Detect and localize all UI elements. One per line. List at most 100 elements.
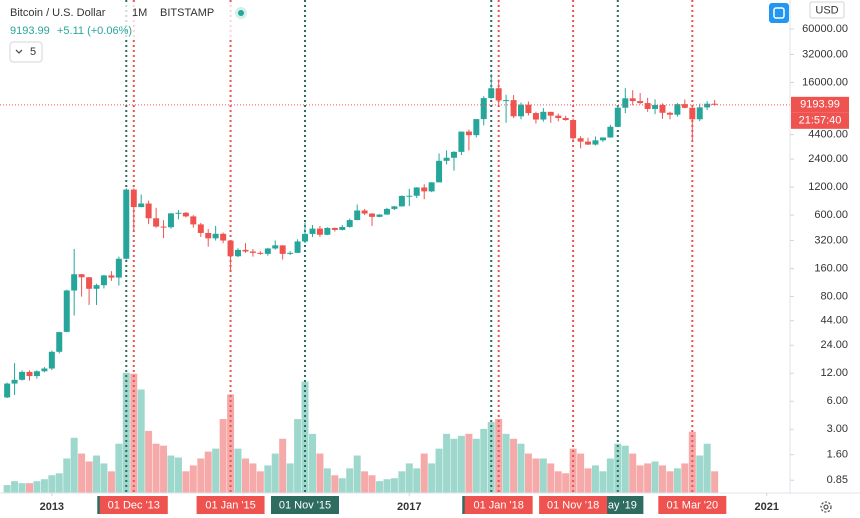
candle-body [711,103,718,105]
candle-body [376,214,383,217]
volume-bar [3,485,11,493]
y-tick-label: 1200.00 [808,181,848,193]
indicator-count: 5 [30,46,36,58]
candle-body [175,212,182,214]
volume-bar [286,463,294,493]
candle-body [383,208,390,215]
candle-body [346,220,353,227]
interval[interactable]: 1M [132,7,147,19]
y-tick-label: 0.85 [827,474,848,486]
volume-bar [591,465,599,493]
candle-body [19,371,26,380]
candle-body [637,101,644,104]
volume-bar [33,481,41,493]
volume-bar [93,455,101,493]
candle-body [577,138,584,142]
volume-bar [413,468,421,493]
candle-body [324,227,331,235]
currency: USD [815,4,838,16]
candle-body [71,274,78,291]
volume-bar [271,453,279,493]
marker-label-box [658,496,727,514]
y-tick-label: 1.60 [827,449,848,461]
candle-body [197,224,204,233]
y-tick-label: 600.00 [814,209,848,221]
candle-body [78,274,85,278]
candle-body [48,351,55,369]
volume-bar [11,481,19,493]
marker-label-box [271,496,340,514]
volume-bar [606,458,614,493]
screenshot-button[interactable] [769,3,789,23]
settings-button[interactable] [820,501,832,513]
candle-body [465,131,472,136]
volume-bar [368,475,376,493]
volume-bar [323,468,331,493]
y-tick-label: 6.00 [827,395,848,407]
volume-bar [353,455,361,493]
marker-label-box [99,496,168,514]
x-tick-label: 2013 [40,501,64,513]
volume-layer [3,372,719,493]
marker-label: 01 Nov '15 [279,499,331,511]
marker-label-box [539,496,608,514]
volume-bar [405,463,413,493]
candle-body [220,233,227,241]
candle-body [629,98,636,102]
y-tick-label: 12.00 [820,367,848,379]
y-tick-label: 4400.00 [808,129,848,141]
y-tick-label: 32000.00 [802,48,848,60]
candle-body [63,290,70,332]
volume-bar [48,475,56,493]
candle-body [473,119,480,136]
volume-bar [614,443,622,493]
candle-body [234,249,241,257]
volume-bar [539,458,547,493]
chevron [15,49,23,54]
candle-body [205,232,212,239]
marker-label: 01 Nov '18 [547,499,599,511]
volume-bar [547,463,555,493]
volume-bar [390,478,398,493]
gear-teeth [820,501,832,513]
currency-button[interactable] [809,1,845,19]
volume-bar [70,437,78,493]
candle-body [257,252,264,254]
candle-body [182,212,189,217]
candle-body [421,187,428,192]
candle-body [391,206,398,209]
volume-bar [107,471,115,493]
candle-body [302,233,309,242]
candle-body [696,107,703,120]
marker-label-box [196,496,265,514]
candle-layer [0,74,790,399]
volume-bar [301,381,309,493]
marker-label-box [464,496,533,514]
volume-bar [562,473,570,493]
marker-label: 01 Jan '18 [473,499,523,511]
candle-body [242,249,249,252]
volume-bar [465,433,473,493]
volume-bar [636,465,644,493]
candle-body [26,371,33,377]
volume-bar [40,479,48,493]
volume-bar [681,463,689,493]
candle-body [540,111,547,120]
volume-bar [174,457,182,493]
indicator-toggle[interactable] [9,41,43,63]
y-tick-label: 24.00 [820,339,848,351]
volume-bar [25,483,33,493]
candle-body [130,189,137,208]
candle-body [525,104,532,114]
y-tick-label: 2400.00 [808,153,848,165]
last-price: 9193.99 [10,25,50,37]
countdown: 21:57:40 [799,115,842,127]
volume-bar [145,430,153,493]
candle-body [212,233,219,239]
button-icon [773,7,785,19]
candle-body [443,157,450,161]
volume-bar [502,433,510,493]
candle-body [495,88,502,101]
